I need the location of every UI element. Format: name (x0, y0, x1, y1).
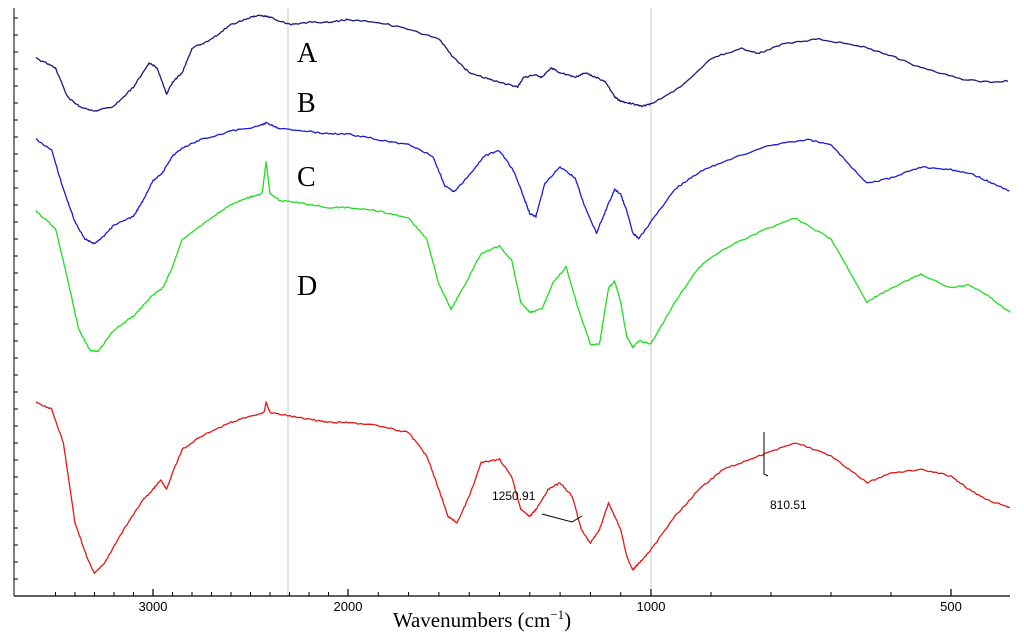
series-labels: AB C D (297, 38, 318, 302)
series-line-A (35, 14, 1009, 112)
annotation-810: 810.51 (770, 498, 807, 512)
series-label-D: D (297, 271, 317, 302)
x-tick-label: 500 (940, 599, 962, 614)
x-tick-label: 1000 (637, 599, 666, 614)
x-axis-label-text: Wavenumbers (cm (393, 608, 551, 632)
reference-lines (287, 8, 652, 596)
annotation-leader-1250 (541, 513, 583, 523)
series-line-B (35, 121, 1010, 245)
plot-frame (13, 8, 1010, 597)
series-line-C (35, 161, 1011, 353)
series-label-C: C (297, 162, 316, 193)
series-label-A: A (297, 38, 318, 69)
series-line-D (35, 401, 1011, 575)
series-group (35, 14, 1011, 575)
x-axis-label-sup: −1 (550, 607, 564, 622)
x-tick-label: 3000 (139, 599, 168, 614)
peak-annotations: 1250.91 810.51 (492, 432, 807, 523)
series-label-B: B (297, 88, 316, 119)
x-tick-label: 2000 (334, 599, 363, 614)
x-axis-label-close: ) (564, 608, 571, 632)
annotation-1250: 1250.91 (492, 489, 536, 503)
annotation-leader-810 (763, 432, 769, 477)
x-axis-label: Wavenumbers (cm−1) (393, 607, 571, 632)
x-axis-ticks: 3000 2000 1000 500 (139, 589, 962, 614)
